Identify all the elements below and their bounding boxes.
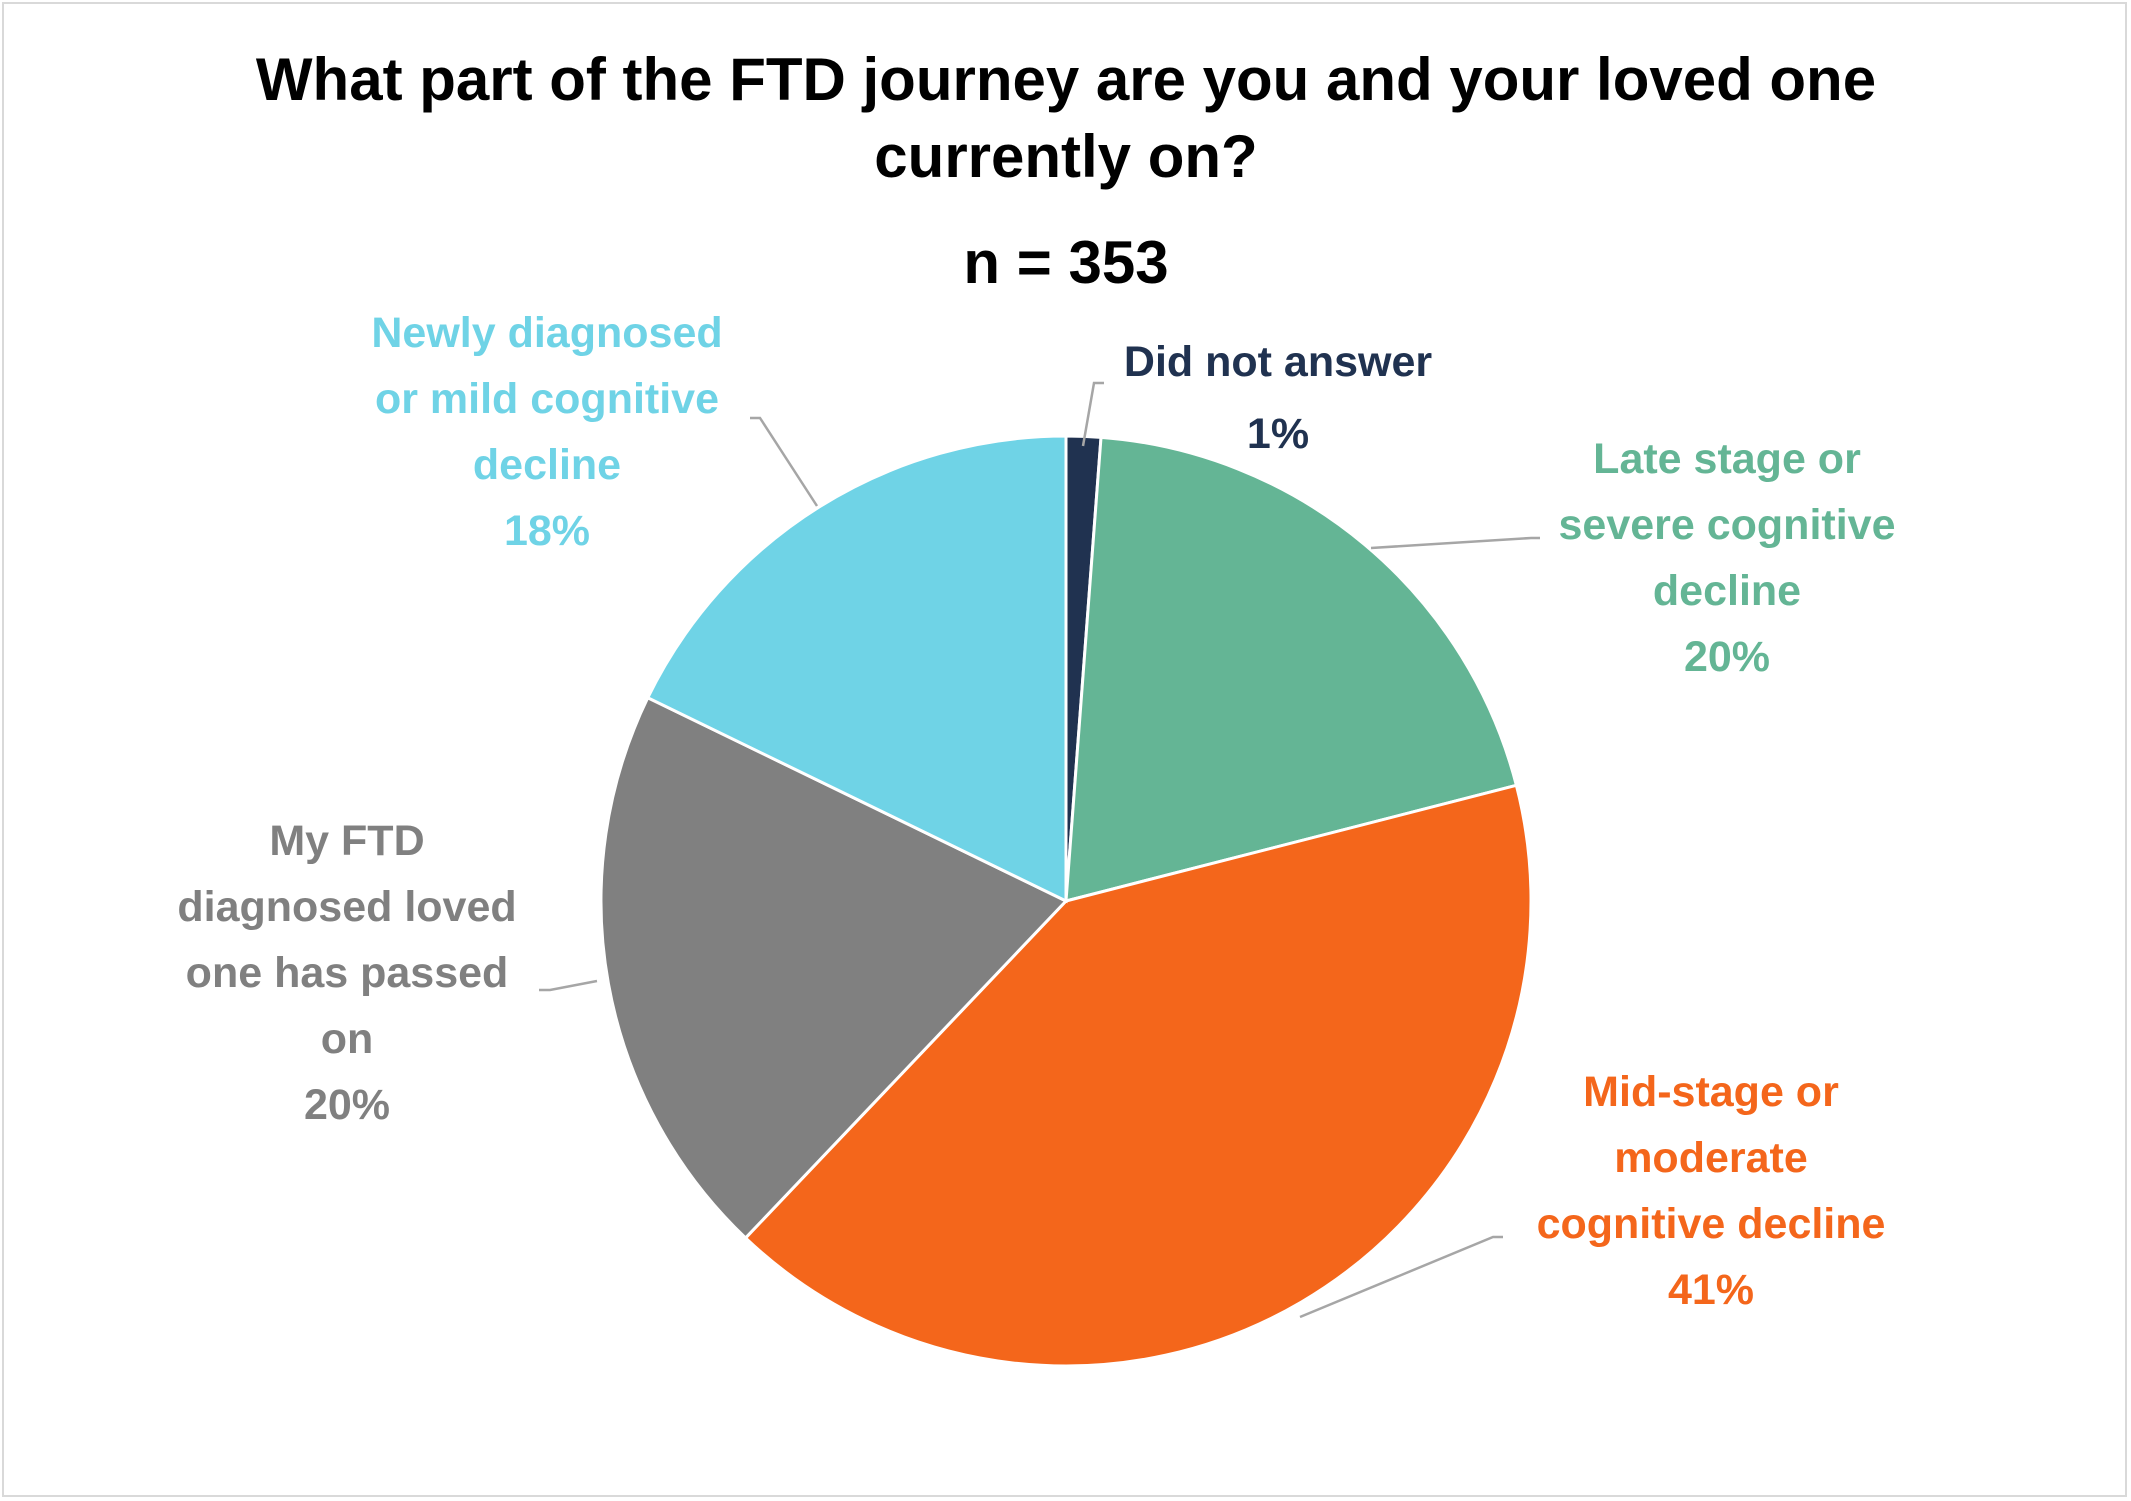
data-label-name: cognitive decline [1537,1200,1886,1248]
data-label-newly-diagnosed-or-mild-cognitive-decline: Newly diagnosed or mild cognitive decline 1… [371,309,722,555]
data-label-late-stage-or-severe-cognitive-decline: Late stage or severe cognitive decline 20% [1558,435,1895,681]
chart-title: What part of the FTD journey are you and… [256,46,1876,296]
data-label-name: Late stage or [1593,435,1861,483]
data-label-name: severe cognitive [1558,501,1895,549]
data-label-percent: 18% [504,507,590,555]
data-label-name: decline [473,441,621,489]
leader-lines [539,381,1540,1319]
pie-slice-mid-stage-or-moderate-cognitive-decline [743,783,1533,1368]
data-label-percent: 41% [1668,1266,1754,1314]
data-label-name: on [321,1015,374,1063]
pie-slice-my-ftd-diagnosed-loved-one-has-passed-on [599,695,1069,1241]
data-label-name: Mid-stage or [1583,1068,1839,1116]
leader-line [750,416,819,507]
data-label-name: decline [1653,567,1801,615]
leader-line [539,979,598,992]
data-label-name: Did not answer [1124,338,1432,386]
data-label-name: one has passed [186,949,509,997]
pie-slice-newly-diagnosed-or-mild-cognitive-decline [645,434,1068,904]
pie-slice-late-stage-or-severe-cognitive-decline [1064,435,1519,903]
data-label-name: or mild cognitive [375,375,719,423]
pie-slices [599,434,1533,1368]
data-label-name: Newly diagnosed [371,309,722,357]
data-label-mid-stage-or-moderate-cognitive-decline: Mid-stage or moderate cognitive decline 41% [1537,1068,1886,1314]
data-label-my-ftd-diagnosed-loved-one-has-passed-on: My FTD diagnosed loved one has passed on 20% [177,817,516,1129]
data-label-percent: 20% [304,1081,390,1129]
data-label-name: diagnosed loved [177,883,516,931]
chart-title-line: currently on? [874,123,1257,190]
leader-line [1370,536,1540,550]
data-labels: Did not answer 1% Late stage or severe cogn… [177,309,1895,1314]
data-label-name: My FTD [269,817,424,865]
leader-line [1299,1235,1503,1319]
chart-subtitle: n = 353 [963,229,1168,296]
data-label-did-not-answer: Did not answer 1% [1124,338,1432,458]
leader-line [1081,381,1104,447]
data-label-name: moderate [1614,1134,1808,1182]
data-label-percent: 1% [1247,410,1309,458]
data-label-percent: 20% [1684,633,1770,681]
chart-title-line: What part of the FTD journey are you and… [256,46,1876,113]
